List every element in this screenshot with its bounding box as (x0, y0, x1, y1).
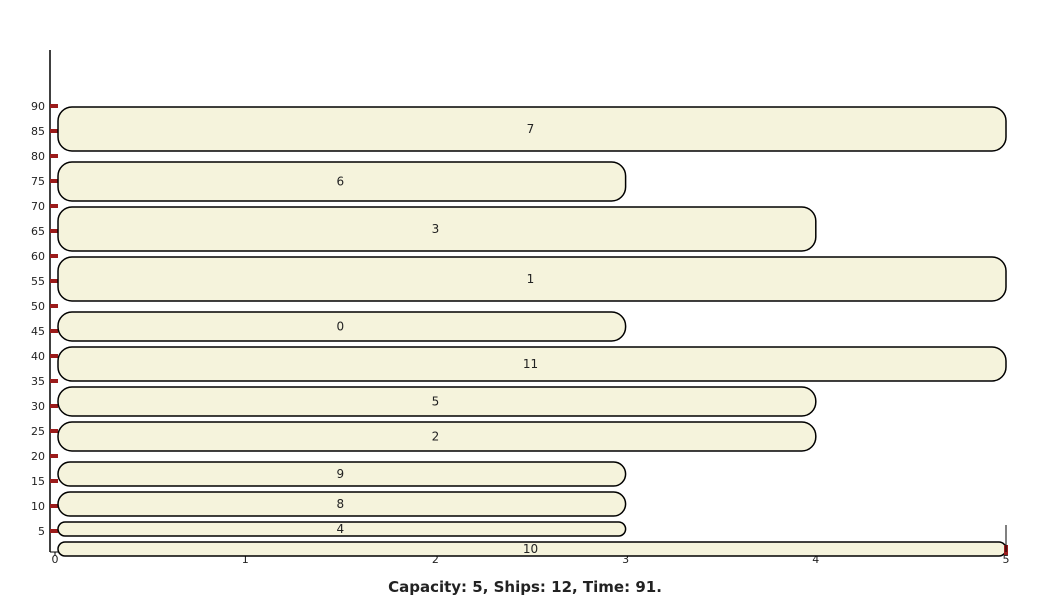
y-tick-mark (50, 179, 58, 183)
ship-box (57, 461, 627, 487)
y-tick-mark (50, 154, 58, 158)
ship-box (57, 311, 627, 342)
y-tick-label: 45 (31, 325, 45, 338)
y-tick-label: 30 (31, 400, 45, 413)
y-tick-label: 35 (31, 375, 45, 388)
ship-label: 7 (527, 122, 535, 136)
y-tick-mark (50, 504, 58, 508)
y-tick-mark (50, 454, 58, 458)
y-tick-label: 55 (31, 275, 45, 288)
y-tick-mark (50, 529, 58, 533)
y-tick-label: 20 (31, 450, 45, 463)
y-tick-label: 40 (31, 350, 45, 363)
x-tick-label: 5 (1003, 553, 1010, 566)
ship-box (57, 346, 1007, 382)
ship-box (57, 521, 627, 537)
x-tick-label: 3 (622, 553, 629, 566)
ship-label: 0 (336, 320, 344, 334)
y-tick-label: 25 (31, 425, 45, 438)
ship-box (57, 206, 817, 252)
y-tick-label: 75 (31, 175, 45, 188)
ship-box (57, 106, 1007, 152)
y-tick-mark (50, 279, 58, 283)
ship-box (57, 256, 1007, 302)
chart-caption: Capacity: 5, Ships: 12, Time: 91. (388, 578, 662, 596)
ship-label: 5 (432, 395, 440, 409)
ship-box (57, 161, 627, 202)
y-tick-label: 60 (31, 250, 45, 263)
y-tick-mark (50, 229, 58, 233)
ship-label: 2 (432, 430, 440, 444)
y-tick-mark (50, 429, 58, 433)
ship-label: 9 (336, 467, 344, 481)
y-tick-label: 80 (31, 150, 45, 163)
y-tick-mark (50, 329, 58, 333)
y-tick-mark (50, 479, 58, 483)
y-tick-label: 15 (31, 475, 45, 488)
x-tick-label: 1 (242, 553, 249, 566)
ship-box (57, 386, 817, 417)
y-tick-mark (50, 129, 58, 133)
y-tick-mark (50, 254, 58, 258)
ship-label: 6 (336, 175, 344, 189)
x-tick-label: 4 (812, 553, 819, 566)
y-tick-label: 90 (31, 100, 45, 113)
x-tick-label: 0 (52, 553, 59, 566)
ship-label: 4 (336, 522, 344, 536)
y-tick-mark (50, 204, 58, 208)
y-tick-label: 50 (31, 300, 45, 313)
ship-box (57, 421, 817, 452)
ship-label: 11 (523, 357, 538, 371)
y-tick-mark (50, 104, 58, 108)
y-tick-mark (50, 379, 58, 383)
ship-label: 8 (336, 497, 344, 511)
y-tick-mark (50, 354, 58, 358)
y-tick-mark (50, 304, 58, 308)
ship-label: 3 (432, 222, 440, 236)
ship-label: 10 (523, 542, 538, 556)
ship-label: 1 (527, 272, 535, 286)
ship-box (57, 491, 627, 517)
y-tick-label: 85 (31, 125, 45, 138)
x-tick-label: 2 (432, 553, 439, 566)
y-tick-label: 5 (38, 525, 45, 538)
y-tick-label: 70 (31, 200, 45, 213)
y-tick-mark (50, 404, 58, 408)
y-tick-label: 10 (31, 500, 45, 513)
y-tick-label: 65 (31, 225, 45, 238)
